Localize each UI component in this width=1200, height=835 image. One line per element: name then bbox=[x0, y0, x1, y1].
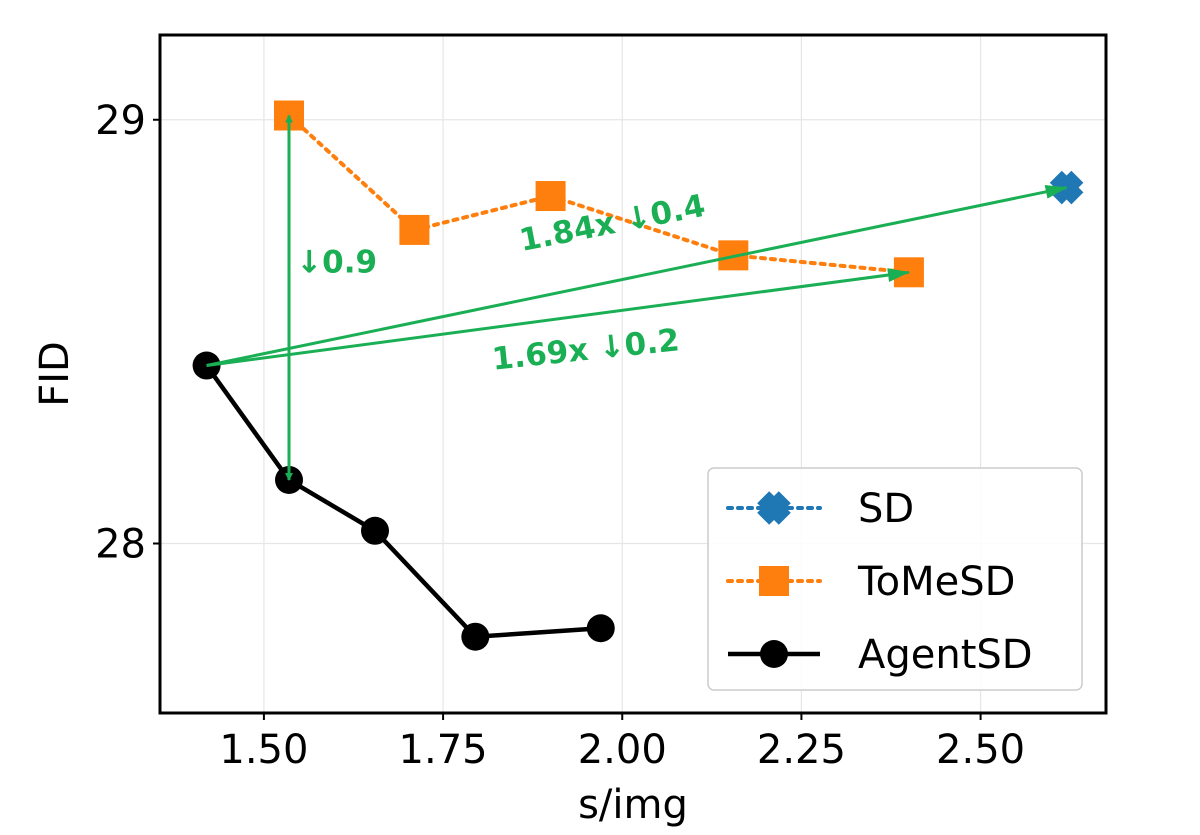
series-agentsd bbox=[192, 351, 615, 651]
x-tick-label: 1.50 bbox=[219, 727, 308, 773]
annotations: ↓0.91.84x ↓0.41.69x ↓0.2 bbox=[206, 114, 1068, 481]
y-axis-label: FID bbox=[32, 341, 78, 407]
legend-marker-tomesd bbox=[759, 566, 789, 596]
legend-label-agentsd: AgentSD bbox=[858, 632, 1033, 678]
y-tick-label: 29 bbox=[95, 98, 146, 144]
agentsd-point bbox=[586, 614, 615, 643]
annotation-label: ↓0.9 bbox=[296, 244, 377, 280]
legend: SD ToMeSD AgentSD bbox=[707, 467, 1083, 691]
y-tick-label: 28 bbox=[95, 522, 146, 568]
grid bbox=[160, 35, 1106, 713]
x-tick-label: 2.50 bbox=[936, 727, 1025, 773]
legend-label-tomesd: ToMeSD bbox=[857, 559, 1015, 605]
x-axis-label: s/img bbox=[578, 782, 688, 828]
tomesd-line bbox=[287, 113, 911, 275]
annotation-label: 1.69x ↓0.2 bbox=[490, 322, 681, 377]
x-tick-label: 1.75 bbox=[399, 727, 488, 773]
agentsd-point bbox=[361, 516, 389, 545]
legend-box bbox=[707, 467, 1083, 691]
plot-frame bbox=[158, 33, 1108, 715]
legend-label-sd: SD bbox=[858, 486, 914, 532]
ticks: 1.50 1.75 2.00 2.25 2.50 28 29 bbox=[95, 98, 1025, 773]
legend-marker-sd bbox=[757, 491, 791, 525]
annotation-arrow bbox=[206, 184, 1068, 367]
agentsd-point bbox=[461, 622, 490, 651]
x-tick-label: 2.00 bbox=[578, 727, 667, 773]
tomesd-point bbox=[399, 214, 430, 245]
legend-marker-agentsd bbox=[760, 640, 788, 668]
annotation-arrow bbox=[206, 268, 910, 368]
agentsd-line bbox=[204, 364, 601, 640]
x-tick-label: 2.25 bbox=[757, 727, 846, 773]
tomesd-point bbox=[535, 181, 566, 212]
